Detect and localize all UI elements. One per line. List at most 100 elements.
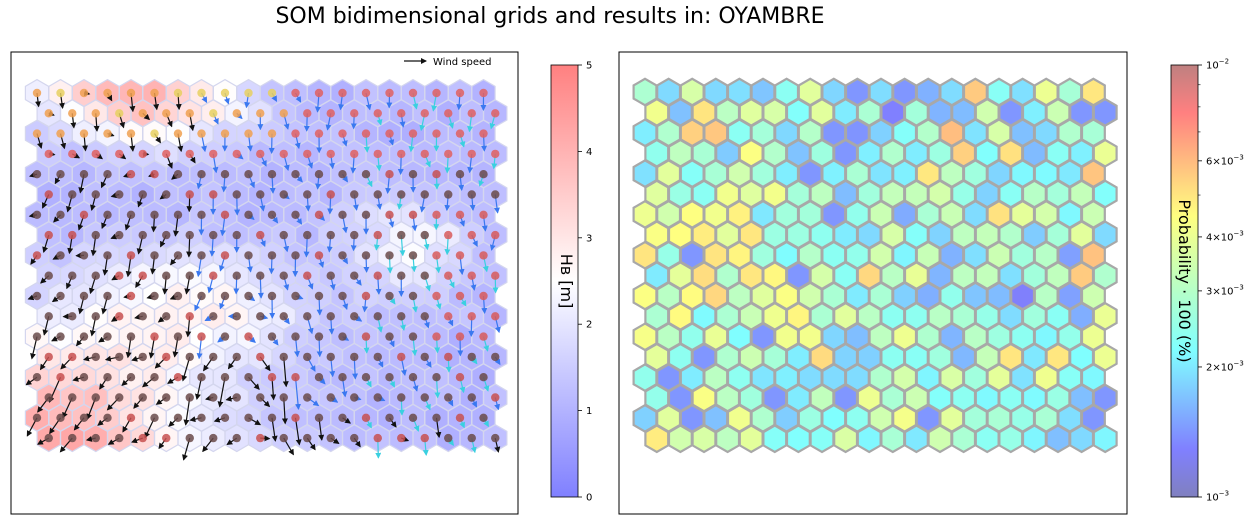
period-dot [432,291,441,301]
period-dot [455,210,465,219]
period-dot [209,109,218,118]
period-dot [232,230,241,240]
period-dot [361,413,371,422]
figure-title: SOM bidimensional grids and results in: … [275,4,824,29]
period-dot [56,291,65,301]
period-dot [467,109,476,118]
som-cell [715,424,741,454]
period-dot [162,271,171,280]
period-dot [115,230,124,240]
period-dot [338,413,347,422]
period-dot [303,393,312,402]
left-period-dots [32,88,500,443]
period-dot [91,230,100,240]
period-dot [303,230,312,240]
period-dot [303,433,312,443]
period-dot [444,109,453,118]
period-dot [138,393,147,402]
period-dot [32,129,42,138]
period-dot [350,352,359,362]
som-cell [856,424,882,454]
period-dot [68,230,77,240]
period-dot [185,312,194,321]
som-cell [1069,424,1095,454]
period-dot [350,109,359,118]
period-dot [479,88,488,98]
period-dot [244,210,253,219]
period-dot [162,433,171,443]
period-dot [326,393,335,402]
period-dot [115,190,124,199]
period-dot [185,230,194,240]
period-dot [420,190,429,199]
period-dot [162,312,171,321]
period-dot [91,433,100,443]
period-dot [44,352,53,362]
period-dot [291,129,300,138]
period-dot [291,291,300,301]
right-colorbar-tick-label: 3×10−3 [1206,283,1244,297]
period-dot [267,291,277,301]
right-colorbar-tick-label: 10−3 [1206,490,1229,504]
period-dot [303,271,312,280]
period-dot [244,291,253,301]
period-dot [162,109,171,118]
period-dot [373,149,382,159]
right-colorbar-tick-label: 6×10−3 [1206,153,1244,167]
period-dot [279,352,288,362]
period-dot [491,433,500,443]
period-dot [279,190,288,199]
period-dot [350,312,359,321]
period-dot [103,413,112,422]
period-dot [408,413,418,422]
som-cell [1045,424,1071,454]
period-dot [185,190,194,199]
period-dot [326,352,335,362]
period-dot [267,413,277,422]
period-dot [267,170,277,179]
period-dot [408,332,418,341]
period-dot [397,230,406,240]
period-dot [32,332,42,341]
period-dot [291,373,300,382]
period-dot [138,230,147,240]
period-dot [491,230,500,240]
period-dot [162,393,171,402]
period-dot [350,230,359,240]
wind-arrow [294,417,302,446]
period-dot [103,129,112,138]
period-dot [126,251,136,260]
period-dot [397,271,406,280]
period-dot [244,170,253,179]
period-dot [138,433,147,443]
period-dot [326,271,335,280]
period-dot [244,413,253,422]
som-cell [903,424,929,454]
period-dot [397,433,406,443]
period-dot [279,149,288,159]
period-dot [232,109,241,118]
period-dot [91,271,100,280]
period-dot [326,109,335,118]
period-dot [56,88,65,98]
period-dot [314,373,324,382]
period-dot [479,210,488,219]
period-dot [279,312,288,321]
period-dot [291,332,300,341]
period-dot [103,170,112,179]
period-dot [385,332,394,341]
period-dot [56,413,65,422]
period-dot [209,312,218,321]
period-dot [150,210,159,219]
period-dot [197,170,206,179]
period-dot [361,291,371,301]
period-dot [56,251,65,260]
wind-arrow [294,377,302,410]
period-dot [408,88,418,98]
period-dot [491,109,500,118]
period-dot [385,129,394,138]
period-dot [244,129,253,138]
period-dot [479,251,488,260]
left-colorbar-tick-label: 2 [586,320,592,331]
period-dot [173,210,183,219]
